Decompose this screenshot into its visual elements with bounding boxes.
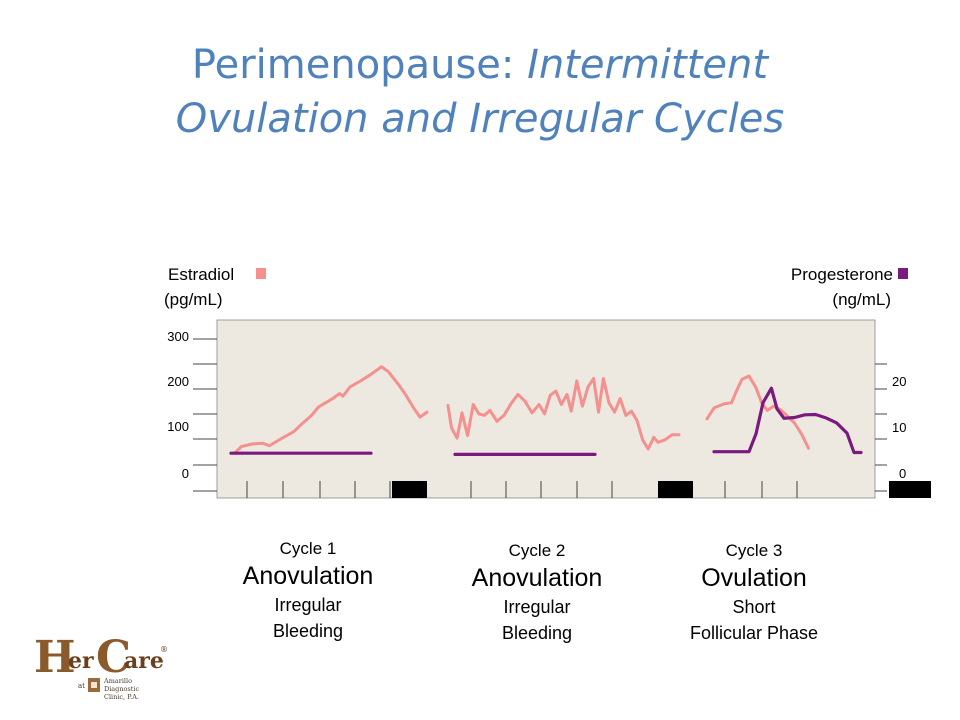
cycle-3-caption: Cycle 3 Ovulation Short Follicular Phase bbox=[654, 540, 854, 646]
left-axis-label-line2: (pg/mL) bbox=[164, 290, 223, 309]
cycle-2-desc-line2: Bleeding bbox=[501, 623, 573, 643]
estradiol-line-cycle-1 bbox=[233, 365, 429, 455]
left-tick-label: 200 bbox=[167, 374, 189, 389]
logo-are: are bbox=[124, 648, 164, 674]
slide-title: Perimenopause: Intermittent Ovulation an… bbox=[0, 38, 960, 146]
cycle-3-status: Ovulation bbox=[701, 564, 807, 592]
cycle-3-desc-line2: Follicular Phase bbox=[689, 623, 819, 643]
progesterone-legend-swatch bbox=[898, 268, 908, 279]
estradiol-line-cycle-2 bbox=[446, 377, 681, 451]
logo-h: H bbox=[34, 632, 76, 683]
menses-bar-1 bbox=[392, 481, 427, 498]
logo-er: er bbox=[68, 648, 94, 674]
logo-registered: ® bbox=[160, 645, 168, 654]
right-axis-label-line1: Progesterone bbox=[791, 265, 893, 284]
right-tick-label: 0 bbox=[899, 466, 906, 481]
logo-clinic-line1: Amarillo bbox=[103, 677, 132, 685]
left-tick-label: 100 bbox=[167, 419, 189, 434]
cycle-3-desc-line1: Short bbox=[732, 597, 776, 617]
series-lines bbox=[229, 365, 863, 456]
title-line-1: Perimenopause: Intermittent bbox=[0, 38, 960, 92]
title-italic-1: Intermittent bbox=[527, 42, 769, 88]
menses-bars bbox=[392, 481, 931, 498]
cycle-2-desc-line1: Irregular bbox=[503, 597, 571, 617]
menses-bar-2 bbox=[658, 481, 693, 498]
left-axis-ticks bbox=[193, 338, 217, 492]
right-axis-label-line2: (ng/mL) bbox=[832, 290, 891, 309]
cycle-2-status: Anovulation bbox=[471, 564, 603, 592]
menses-bar-3 bbox=[889, 481, 931, 498]
right-tick-label: 20 bbox=[892, 374, 906, 389]
logo-building-window bbox=[91, 682, 97, 688]
cycle-3-label: Cycle 3 bbox=[725, 541, 783, 560]
title-italic-2: Ovulation and Irregular Cycles bbox=[175, 96, 785, 142]
estradiol-line-cycle-3 bbox=[705, 374, 810, 450]
cycle-2-caption: Cycle 2 Anovulation Irregular Bleeding bbox=[437, 540, 637, 646]
right-tick-label: 10 bbox=[892, 420, 906, 435]
left-tick-label: 0 bbox=[182, 466, 189, 481]
cycle-1-desc-line2: Bleeding bbox=[272, 621, 344, 641]
cycle-1-desc-line1: Irregular bbox=[274, 595, 342, 615]
cycle-1-status: Anovulation bbox=[242, 562, 374, 590]
logo-c: C bbox=[96, 632, 131, 683]
logo-at: at bbox=[78, 682, 85, 690]
cycle-1-caption: Cycle 1 Anovulation Irregular Bleeding bbox=[208, 538, 408, 644]
title-plain: Perimenopause: bbox=[191, 42, 528, 88]
left-tick-label: 300 bbox=[167, 329, 189, 344]
cycle-2-label: Cycle 2 bbox=[508, 541, 566, 560]
left-axis-label-line1: Estradiol bbox=[168, 265, 234, 284]
logo-clinic-line3: Clinic, P.A. bbox=[104, 693, 139, 701]
hercare-logo: H er C are ® at Amarillo Diagnostic Clin… bbox=[34, 632, 168, 701]
cycle-1-label: Cycle 1 bbox=[279, 539, 337, 558]
title-line-2: Ovulation and Irregular Cycles bbox=[0, 92, 960, 146]
logo-clinic-line2: Diagnostic bbox=[104, 685, 139, 693]
estradiol-legend-swatch bbox=[256, 268, 266, 279]
right-axis-ticks bbox=[875, 363, 887, 492]
day-ticks bbox=[246, 481, 798, 498]
progesterone-line-cycle-3 bbox=[712, 386, 863, 455]
